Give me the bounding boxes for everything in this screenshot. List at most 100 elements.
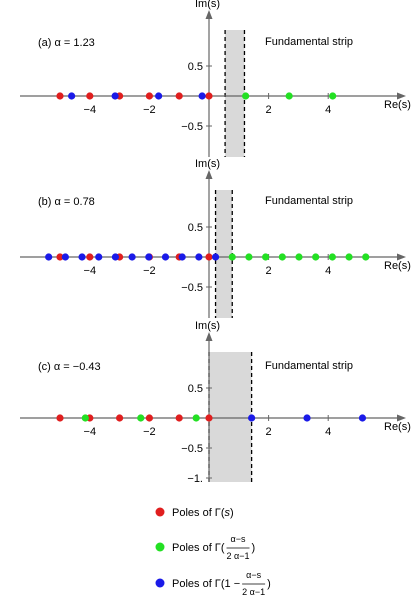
pole-point-red [86, 253, 94, 261]
pole-point-blue [111, 92, 119, 100]
pole-point-green [192, 414, 200, 422]
pole-point-red [145, 414, 153, 422]
pole-point-blue [145, 253, 153, 261]
panel-label: (a) α = 1.23 [38, 37, 95, 49]
chart-panel-c: Im(s) Re(s) −4 −2 2 4 0.5 −0.5 −1. (c) α = −0.43 F… [20, 320, 411, 485]
pole-point-blue [248, 414, 256, 422]
pole-point-red [56, 253, 64, 261]
x-axis-arrow [397, 92, 406, 100]
pole-point-green [137, 414, 145, 422]
pole-point-blue [211, 253, 220, 261]
pole-point-green [81, 414, 89, 422]
x-tick-label: 4 [325, 104, 331, 116]
pole-point-blue [95, 253, 103, 261]
legend-item-green: Poles of Γ( α−s 2 α−1) [155, 534, 256, 561]
x-tick-label: −2 [143, 426, 156, 438]
pole-point-green [362, 253, 370, 261]
legend-prefix: Poles of Γ( [172, 542, 225, 554]
y-tick-label: −0.5 [181, 443, 203, 455]
x-tick-label: 4 [325, 426, 331, 438]
pole-point-green [345, 253, 353, 261]
pole-point-blue [161, 253, 170, 261]
pole-point-blue [61, 253, 69, 261]
x-axis-arrow [397, 253, 406, 261]
x-axis-label: Re(s) [384, 99, 411, 111]
legend-suffix: ) [267, 578, 271, 590]
legend: Poles of Γ(s)Poles of Γ(α−s2 α−1)Poles o… [155, 507, 271, 597]
pole-point-blue [198, 92, 206, 100]
pole-point-blue [78, 253, 86, 261]
legend-fraction-den: 2 α−1 [242, 587, 265, 597]
x-tick-label: 2 [266, 426, 272, 438]
chart-panel-a: Im(s) Re(s) −4 −2 2 4 0.5 −0.5 (a) α = 1.23 Funda… [20, 0, 411, 157]
x-tick-label: −4 [84, 265, 97, 277]
y-axis-arrow [205, 10, 213, 19]
pole-point-blue [128, 253, 136, 261]
x-axis-label: Re(s) [384, 260, 411, 272]
x-tick-label: −4 [84, 426, 97, 438]
pole-point-red [175, 414, 183, 422]
legend-suffix: ) [252, 542, 256, 554]
pole-point-green [328, 253, 336, 261]
y-tick-label: 0.5 [188, 222, 203, 234]
x-tick-label: 4 [325, 265, 331, 277]
fundamental-strip [215, 190, 233, 318]
strip-label: Fundamental strip [265, 360, 353, 372]
pole-point-red [86, 92, 94, 100]
pole-point-red [116, 414, 124, 422]
strip-label: Fundamental strip [265, 195, 353, 207]
y-tick-label: −0.5 [181, 282, 203, 294]
pole-point-blue [178, 253, 186, 261]
chart-panel-b: Im(s) Re(s) −4 −2 2 4 0.5 −0.5 (b) α = 0.78 Funda… [20, 158, 411, 318]
pole-point-blue [303, 414, 311, 422]
legend-fraction-num: α−s [231, 534, 246, 544]
y-axis-arrow [205, 170, 213, 179]
pole-point-blue [68, 92, 76, 100]
pole-point-red [205, 92, 213, 100]
strip-label: Fundamental strip [265, 36, 353, 48]
legend-marker [155, 542, 165, 552]
y-tick-label: 0.5 [188, 61, 203, 73]
x-axis-label: Re(s) [384, 421, 411, 433]
panel-label: (b) α = 0.78 [38, 196, 95, 208]
pole-point-green [329, 92, 337, 100]
panel-label: (c) α = −0.43 [38, 361, 101, 373]
y-axis-label: Im(s) [195, 320, 220, 332]
legend-fraction-num: α−s [246, 570, 261, 580]
x-tick-label: 2 [266, 104, 272, 116]
pole-point-green [245, 253, 253, 261]
pole-point-red [56, 414, 64, 422]
legend-suffix: ) [230, 507, 234, 519]
pole-point-green [242, 92, 250, 100]
x-tick-label: −2 [143, 265, 156, 277]
y-tick-label: 0.5 [188, 383, 203, 395]
x-tick-label: 2 [266, 265, 272, 277]
pole-point-red [145, 92, 153, 100]
pole-point-green [228, 253, 236, 261]
y-tick-label: −1. [187, 473, 203, 485]
legend-fraction-den: 2 α−1 [227, 551, 250, 561]
x-tick-label: −2 [143, 104, 156, 116]
pole-point-blue [111, 253, 120, 261]
pole-point-green [285, 92, 293, 100]
legend-prefix: Poles of Γ( [172, 507, 225, 519]
pole-point-red [175, 92, 183, 100]
y-axis-label: Im(s) [195, 0, 220, 10]
fundamental-strip [225, 30, 245, 157]
fundamental-strip [209, 352, 252, 482]
pole-point-blue [358, 414, 367, 422]
legend-prefix: Poles of Γ(1 − [172, 578, 240, 590]
pole-point-green [312, 253, 320, 261]
pole-point-red [56, 92, 64, 100]
legend-marker [155, 507, 165, 517]
pole-point-red [205, 253, 213, 261]
pole-point-green [295, 253, 303, 261]
pole-point-blue [155, 92, 163, 100]
legend-arg: s [225, 507, 231, 519]
pole-point-red [205, 414, 213, 422]
pole-point-blue [45, 253, 53, 261]
y-axis-arrow [205, 332, 213, 341]
legend-item-red: Poles of Γ(s) [155, 507, 234, 519]
x-tick-label: −4 [84, 104, 97, 116]
